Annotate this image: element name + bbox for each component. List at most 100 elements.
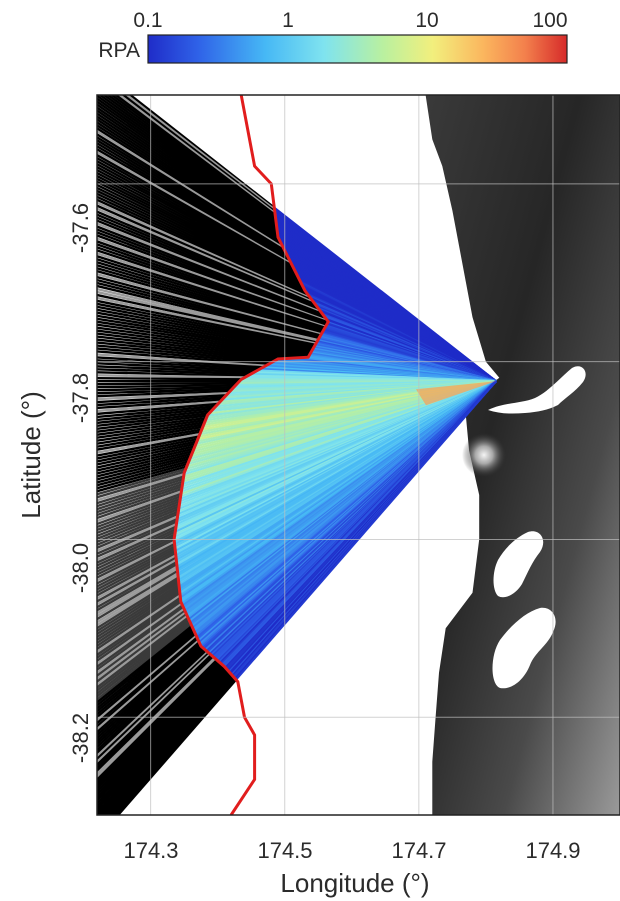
ray-outer-10 xyxy=(97,97,278,227)
ray-outer-230 xyxy=(97,650,208,755)
ray-outer-201 xyxy=(97,604,184,669)
ray-outer-219 xyxy=(97,634,198,722)
ray-outer-158 xyxy=(97,505,180,541)
ray-outer-150 xyxy=(97,485,183,517)
ray-outer-44 xyxy=(97,198,310,298)
ray-inner-259 xyxy=(235,380,497,681)
ray-outer-43 xyxy=(97,195,309,296)
ray-outer-213 xyxy=(97,625,193,705)
ray-outer-250 xyxy=(97,669,229,815)
ray-outer-119 xyxy=(97,409,212,425)
ray-outer-41 xyxy=(97,189,306,291)
ray-outer-87 xyxy=(97,326,309,358)
ray-outer-27 xyxy=(97,147,291,263)
ray-outer-106 xyxy=(97,381,238,386)
ray-outer-114 xyxy=(97,398,223,410)
colorbar-tick-label-3: 100 xyxy=(532,9,567,32)
ray-outer-115 xyxy=(97,400,221,413)
ray-outer-99 xyxy=(97,362,258,372)
ray-outer-96 xyxy=(97,353,266,367)
ray-outer-102 xyxy=(97,371,249,377)
ray-outer-104 xyxy=(97,377,242,381)
ray-outer-197 xyxy=(97,596,182,657)
ray-outer-54 xyxy=(97,228,325,317)
ray-outer-231 xyxy=(97,651,209,758)
ray-outer-223 xyxy=(97,641,200,734)
ray-outer-111 xyxy=(97,392,229,401)
ray-outer-117 xyxy=(97,405,217,419)
ray-outer-33 xyxy=(97,165,298,276)
ray-outer-207 xyxy=(97,614,189,687)
ray-outer-81 xyxy=(97,308,314,350)
ray-outer-172 xyxy=(97,540,175,582)
ray-outer-156 xyxy=(97,500,181,535)
ray-outer-128 xyxy=(97,430,202,451)
y-tick-label-2: -38.0 xyxy=(68,543,93,593)
harbour-inlet-north xyxy=(488,366,586,414)
ray-outer-137 xyxy=(97,452,193,478)
ray-outer-130 xyxy=(97,435,200,457)
ray-outer-70 xyxy=(97,275,321,337)
ray-outer-122 xyxy=(97,416,207,433)
ray-outer-113 xyxy=(97,396,225,407)
y-tick-label-0: -37.6 xyxy=(68,203,93,253)
ray-outer-174 xyxy=(97,545,176,588)
ray-outer-214 xyxy=(97,626,194,707)
ray-outer-140 xyxy=(97,460,190,487)
x-tick-label-1: 174.5 xyxy=(257,838,312,863)
x-tick-label-2: 174.7 xyxy=(391,838,446,863)
ray-outer-206 xyxy=(97,613,188,684)
ray-outer-42 xyxy=(97,192,307,294)
colorbar-tick-label-2: 10 xyxy=(415,9,438,32)
ray-outer-157 xyxy=(97,502,180,538)
ray-outer-77 xyxy=(97,296,317,345)
ray-outer-252 xyxy=(98,671,231,815)
ray-outer-31 xyxy=(97,159,296,272)
ray-outer-97 xyxy=(97,356,264,369)
ray-outer-76 xyxy=(97,293,317,344)
ray-outer-40 xyxy=(97,186,305,290)
ray-outer-154 xyxy=(97,495,182,529)
ray-outer-217 xyxy=(97,631,196,716)
ray-outer-101 xyxy=(97,368,252,376)
ray-outer-45 xyxy=(97,201,312,300)
ray-outer-244 xyxy=(97,663,224,797)
ray-outer-169 xyxy=(97,533,176,573)
ray-outer-83 xyxy=(97,314,312,353)
ray-outer-228 xyxy=(97,648,205,749)
land-terrain xyxy=(425,95,620,815)
ray-outer-253 xyxy=(101,672,232,815)
ray-outer-138 xyxy=(97,455,192,481)
ray-outer-153 xyxy=(97,492,182,526)
ray-outer-11 xyxy=(97,100,278,229)
ray-outer-53 xyxy=(97,225,323,316)
ray-outer-165 xyxy=(97,523,177,561)
ray-outer-19 xyxy=(97,123,282,245)
ray-outer-193 xyxy=(97,587,181,645)
ray-outer-227 xyxy=(97,646,204,746)
ray-outer-200 xyxy=(97,602,183,666)
ray-outer-168 xyxy=(97,530,176,570)
ray-outer-229 xyxy=(97,649,207,752)
ray-outer-180 xyxy=(97,558,177,606)
ray-outer-226 xyxy=(97,645,203,743)
ray-outer-161 xyxy=(97,512,179,550)
ray-outer-59 xyxy=(97,243,328,325)
ray-outer-194 xyxy=(97,590,181,648)
ray-outer-60 xyxy=(97,246,328,326)
ray-outer-183 xyxy=(97,565,178,615)
ray-outer-184 xyxy=(97,567,178,618)
ray-outer-74 xyxy=(97,287,319,342)
ray-outer-131 xyxy=(97,437,199,460)
ray-outer-24 xyxy=(97,138,288,257)
ray-outer-8 xyxy=(98,95,277,224)
ray-outer-166 xyxy=(97,525,177,564)
ray-outer-90 xyxy=(97,335,291,360)
ray-outer-50 xyxy=(97,216,319,310)
ray-outer-25 xyxy=(97,141,289,259)
ray-outer-2 xyxy=(121,95,276,213)
ray-outer-3 xyxy=(117,95,276,215)
ray-outer-1 xyxy=(124,95,276,211)
ray-outer-55 xyxy=(97,231,326,319)
ray-outer-4 xyxy=(113,95,276,216)
